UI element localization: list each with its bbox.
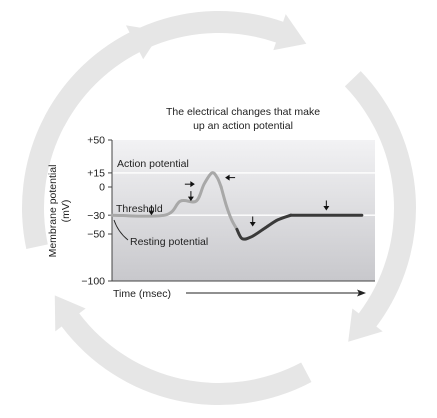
cycle-arrow-right: [344, 71, 416, 342]
y-tick-label: +15: [87, 168, 105, 180]
marker-right-arrow: [190, 181, 195, 188]
y-tick-label: 0: [99, 182, 105, 194]
threshold-label: Threshold: [116, 203, 163, 215]
cycle-arrow-bottom: [54, 295, 312, 405]
y-axis-label-line-2: (mV): [60, 200, 72, 223]
y-tick-label: +50: [87, 135, 105, 147]
event-markers: [148, 174, 330, 227]
trace-segment-3: [235, 213, 293, 241]
trace-segment-2: [219, 185, 239, 231]
y-axis-label-line-1: Membrane potential: [47, 165, 59, 258]
action-potential-label: Action potential: [117, 158, 189, 170]
time-arrow-head: [357, 289, 366, 297]
marker-down-arrow: [323, 206, 330, 211]
y-tick-label: −30: [87, 210, 105, 222]
title-line-2: up an action potential: [193, 120, 293, 132]
cycle-arrow-left: [22, 25, 162, 249]
y-tick-label: −50: [87, 229, 105, 241]
cycle-ring-arrows: [22, 11, 416, 405]
y-axis-ticks: +50 +15 0 −30 −50 −100: [81, 135, 112, 288]
marker-left-arrow: [225, 174, 230, 181]
resting-potential-label: Resting potential: [130, 236, 208, 248]
marker-down-arrow: [187, 196, 194, 202]
plot-background: [112, 140, 375, 281]
marker-down-arrow: [148, 210, 155, 216]
resting-potential-pointer: [113, 219, 129, 241]
y-tick-label: −100: [81, 276, 105, 288]
x-axis-label: Time (msec): [113, 288, 171, 300]
trace-segment-1: [110, 171, 223, 218]
title-line-1: The electrical changes that make: [166, 106, 320, 118]
potential-traces: [110, 171, 364, 241]
marker-down-arrow: [249, 221, 256, 227]
